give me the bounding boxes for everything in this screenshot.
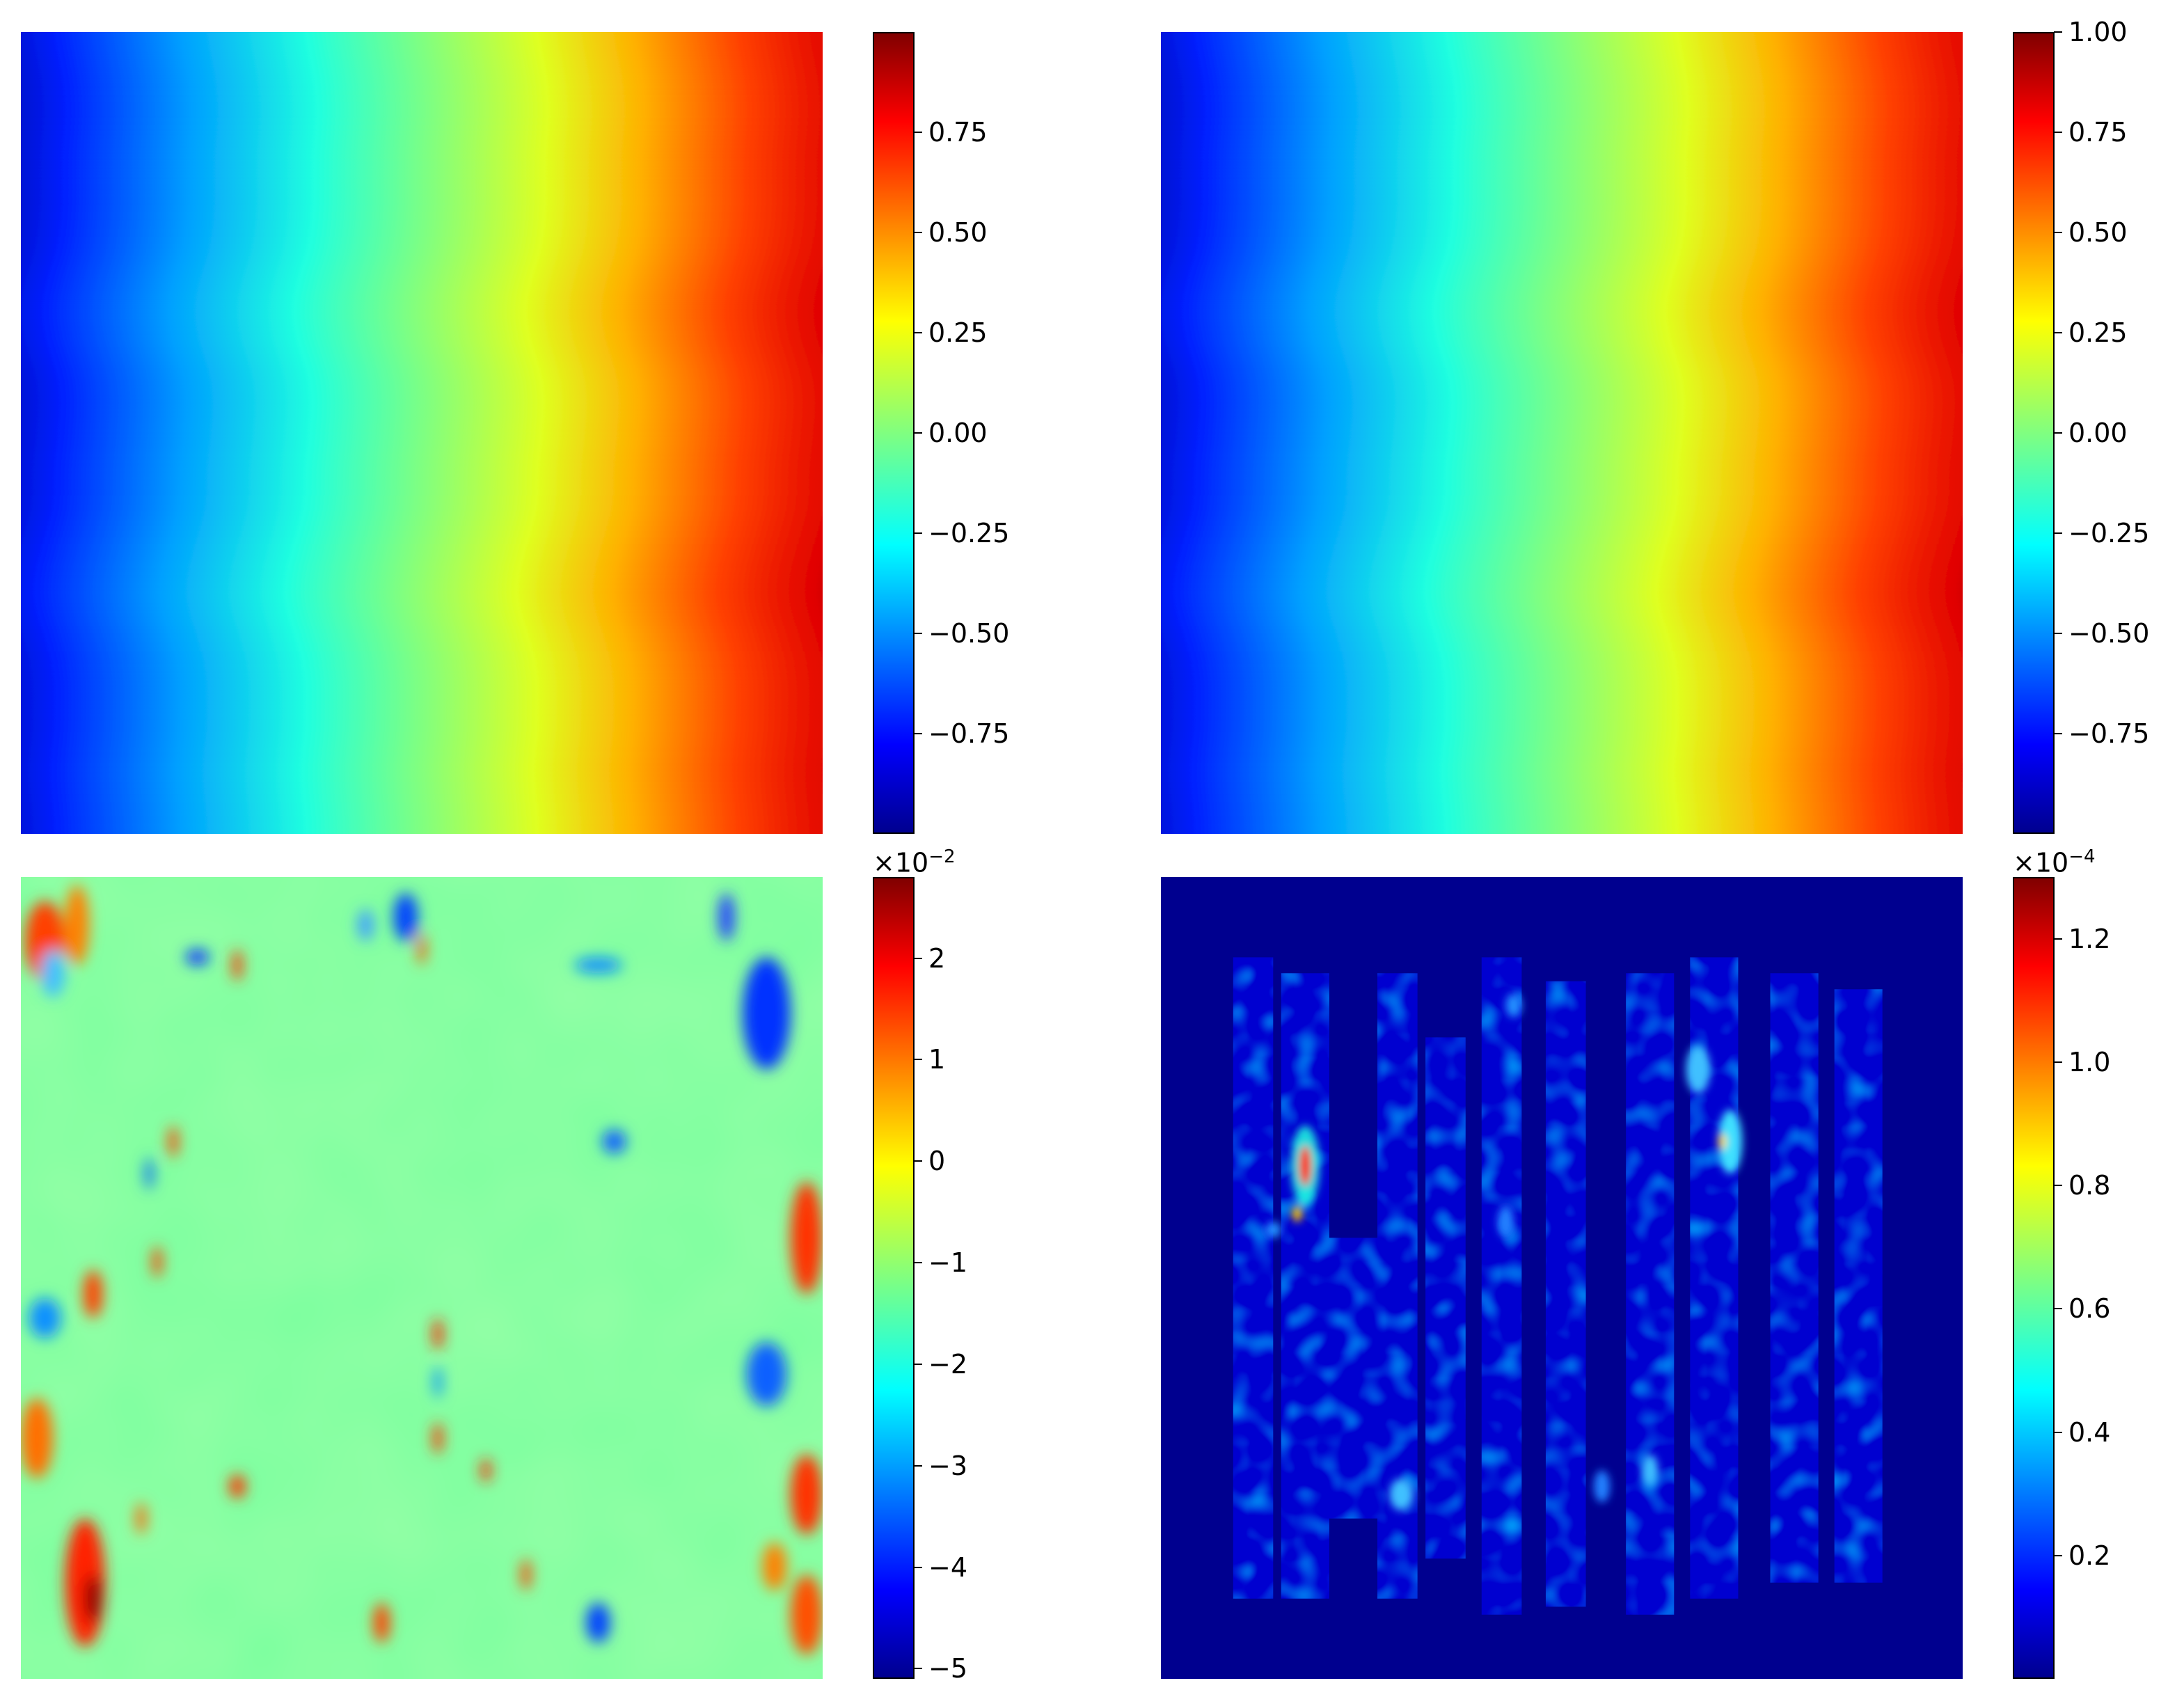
colorbar-tick-label: 0.2 xyxy=(2068,1540,2111,1571)
colorbar-tick xyxy=(2054,1061,2062,1063)
colorbar-tick-label: 0.75 xyxy=(2068,117,2128,148)
colorbar-tick-label: 0.4 xyxy=(2068,1416,2111,1448)
colorbar-tick xyxy=(914,332,922,333)
colorbar-bottom-right xyxy=(2013,877,2055,1679)
colorbar-tick xyxy=(2054,132,2062,133)
colorbar-tick xyxy=(2054,1308,2062,1310)
colorbar-tick-label: −0.50 xyxy=(928,618,1010,649)
colorbar-tick-label: 0 xyxy=(928,1146,946,1177)
colorbar-tick-label: −1 xyxy=(928,1247,968,1279)
colorbar-tick xyxy=(2054,1431,2062,1433)
colorbar-tick-label: 0.8 xyxy=(2068,1170,2111,1201)
colorbar-tick xyxy=(914,232,922,233)
colorbar-tick xyxy=(914,532,922,534)
colorbar-bottom-left xyxy=(873,877,915,1679)
colorbar-tick xyxy=(2054,1185,2062,1187)
colorbar-tick-label: −5 xyxy=(928,1653,968,1684)
colorbar-tick xyxy=(914,733,922,734)
colorbar-tick xyxy=(914,1059,922,1061)
colorbar-tick xyxy=(2054,532,2062,534)
colorbar-tick xyxy=(2054,31,2062,33)
colorbar-tick-label: −0.75 xyxy=(2068,718,2150,749)
colorbar-tick xyxy=(2054,232,2062,233)
colorbar-tick xyxy=(914,1668,922,1670)
colorbar-tick-label: 0.00 xyxy=(928,418,988,448)
colorbar-tick-label: −4 xyxy=(928,1551,968,1583)
colorbar-tick-label: 0.25 xyxy=(928,317,988,348)
colorbar-tick xyxy=(2054,1554,2062,1556)
colorbar-tick-label: −0.50 xyxy=(2068,618,2150,649)
colorbar-tick xyxy=(914,132,922,133)
colorbar-tick xyxy=(914,1566,922,1568)
colorbar-tick-label: 0.50 xyxy=(2068,217,2128,248)
colorbar-tick-label: 0.6 xyxy=(2068,1293,2111,1325)
colorbar-tick xyxy=(914,432,922,434)
colorbar-tick xyxy=(2054,432,2062,434)
heatmap-bottom-left xyxy=(21,877,823,1679)
colorbar-tick xyxy=(2054,633,2062,634)
colorbar-tick xyxy=(2054,733,2062,734)
heatmap-top-right xyxy=(1161,32,1963,834)
colorbar-tick-label: −0.25 xyxy=(2068,518,2150,548)
colorbar-tick-label: −3 xyxy=(928,1450,968,1481)
colorbar-tick-label: 1.00 xyxy=(2068,17,2128,47)
colorbar-top-right xyxy=(2013,32,2055,834)
colorbar-tick-label: 0.50 xyxy=(928,217,988,248)
colorbar-tick xyxy=(914,957,922,959)
colorbar-multiplier-bottom-right: ×10−4 xyxy=(2013,846,2096,878)
colorbar-tick-label: 0.00 xyxy=(2068,418,2128,448)
colorbar-tick-label: 1 xyxy=(928,1044,946,1075)
colorbar-tick xyxy=(914,1464,922,1467)
colorbar-tick xyxy=(2054,938,2062,940)
colorbar-top-left xyxy=(873,32,915,834)
colorbar-tick-label: 0.75 xyxy=(928,117,988,148)
colorbar-tick-label: 2 xyxy=(928,942,946,974)
colorbar-tick-label: −0.25 xyxy=(928,518,1010,548)
colorbar-tick-label: 1.0 xyxy=(2068,1046,2111,1077)
colorbar-tick xyxy=(914,1363,922,1365)
heatmap-top-left xyxy=(21,32,823,834)
heatmap-bottom-right xyxy=(1161,877,1963,1679)
colorbar-tick xyxy=(2054,332,2062,333)
colorbar-tick-label: 1.2 xyxy=(2068,923,2111,954)
colorbar-tick-label: −0.75 xyxy=(928,718,1010,749)
colorbar-multiplier-bottom-left: ×10−2 xyxy=(873,846,956,878)
colorbar-tick xyxy=(914,1160,922,1162)
colorbar-tick xyxy=(914,633,922,634)
colorbar-tick xyxy=(914,1262,922,1264)
colorbar-tick-label: −2 xyxy=(928,1348,968,1380)
colorbar-tick-label: 0.25 xyxy=(2068,317,2128,348)
